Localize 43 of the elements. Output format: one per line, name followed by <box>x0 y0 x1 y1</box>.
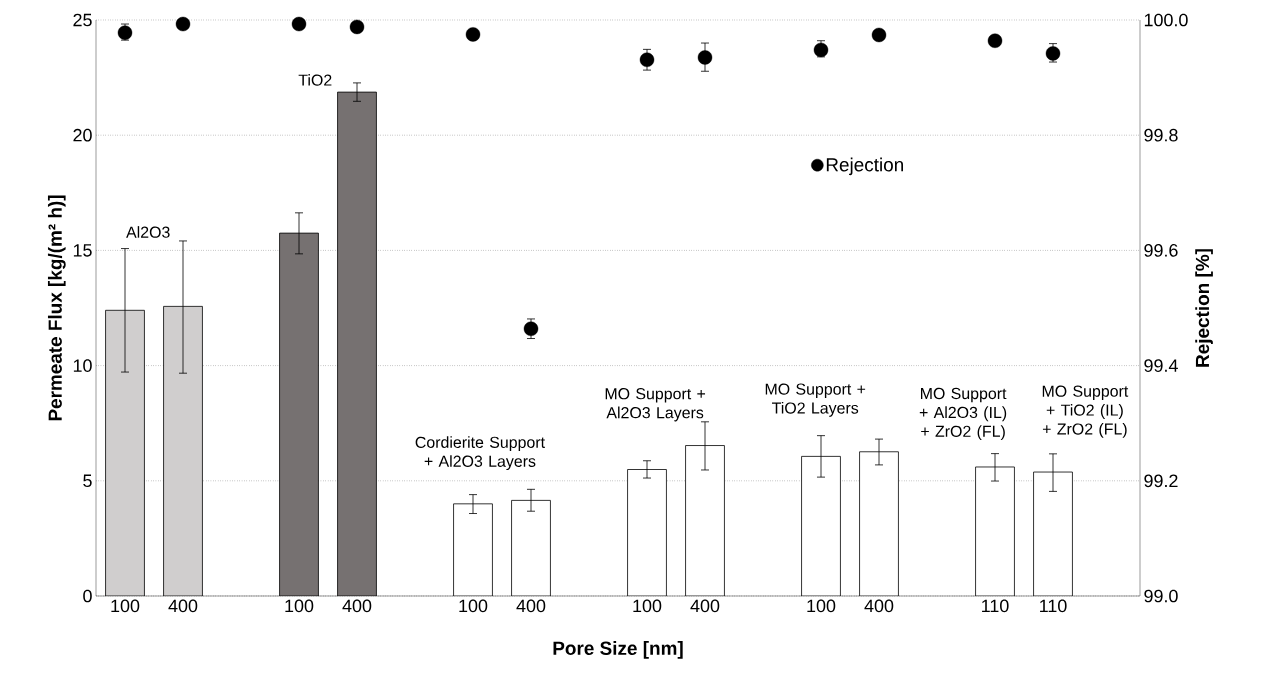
y-tick-label: 15 <box>73 244 92 257</box>
x-tick-label: 110 <box>982 599 1009 613</box>
y2-tick-label: 99.4 <box>1144 359 1178 372</box>
x-tick-label: 100 <box>459 599 488 613</box>
annotation: MO Support + Al2O3 Layers <box>605 388 706 422</box>
x-tick-label: 100 <box>807 599 836 613</box>
point <box>175 16 191 32</box>
y-axis-title: Permeate Flux [kg/(m² h)] <box>47 195 66 421</box>
y2-tick-label: 99.8 <box>1144 128 1178 142</box>
legend-label: Rejection <box>826 157 903 176</box>
x-tick-label: 400 <box>516 599 546 613</box>
point <box>291 16 307 32</box>
y-tick-label: 20 <box>73 128 92 142</box>
y2-tick-label: 99.0 <box>1144 589 1178 603</box>
x-tick-label: 100 <box>111 599 140 613</box>
y2-axis-title: Rejection [%] <box>1195 249 1213 367</box>
y2-tick-label: 100.0 <box>1144 13 1188 27</box>
point <box>987 33 1003 48</box>
point <box>697 50 713 65</box>
x-tick-label: 110 <box>1040 599 1067 613</box>
annotation: Al2O3 <box>126 226 170 238</box>
y-tick-label: 25 <box>73 13 92 27</box>
point <box>639 52 655 67</box>
point <box>871 27 887 43</box>
y2-tick-label: 99.2 <box>1144 474 1178 488</box>
point <box>465 27 481 42</box>
x-tick-label: 400 <box>864 599 894 613</box>
y2-tick-label: 99.6 <box>1144 244 1178 257</box>
y-tick-label: 10 <box>73 359 92 372</box>
y-tick-label: 5 <box>83 474 92 488</box>
x-tick-label: 100 <box>633 599 662 613</box>
annotation: TiO2 <box>298 74 332 86</box>
x-tick-label: 100 <box>285 599 314 613</box>
y-tick-label: 0 <box>83 589 92 603</box>
annotation: MO Support + TiO2 (IL) + ZrO2 (FL) <box>1042 385 1129 438</box>
x-axis-title: Pore Size [nm] <box>553 641 683 659</box>
annotation: Cordierite Support + Al2O3 Layers <box>415 436 545 471</box>
x-tick-label: 400 <box>342 599 372 613</box>
annotation: MO Support + Al2O3 (IL) + ZrO2 (FL) <box>919 387 1007 441</box>
annotation: MO Support + TiO2 Layers <box>765 383 866 417</box>
point <box>349 19 365 35</box>
x-tick-label: 400 <box>168 599 198 613</box>
x-tick-label: 400 <box>690 599 720 613</box>
